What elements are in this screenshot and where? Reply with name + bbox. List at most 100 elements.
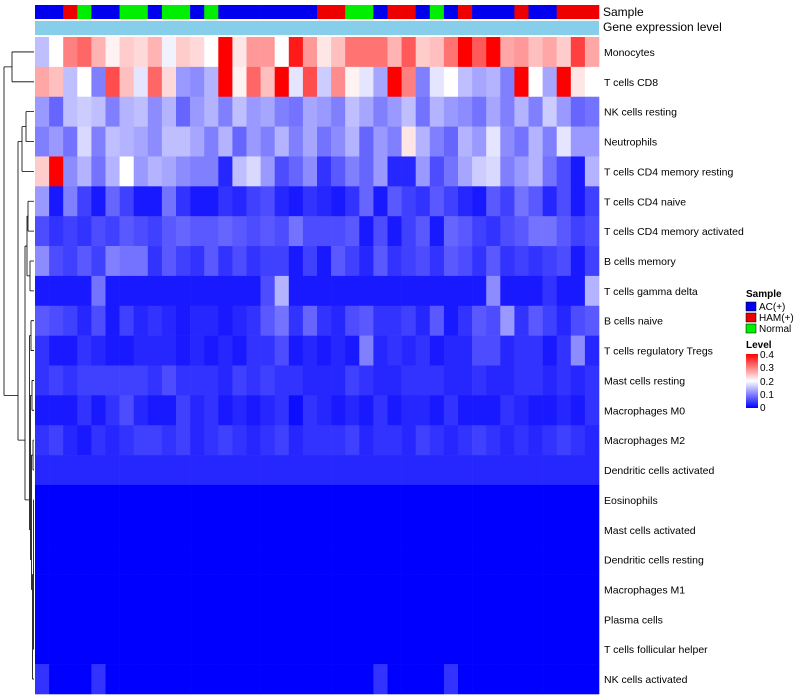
heatmap-cell — [176, 246, 191, 277]
heatmap-cell — [302, 365, 318, 396]
heatmap-cell — [415, 305, 431, 336]
heatmap-cell — [401, 634, 416, 665]
heatmap-cell — [500, 37, 515, 68]
heatmap-cell — [35, 186, 50, 217]
heatmap-cell — [486, 455, 501, 486]
heatmap-cell — [49, 37, 64, 68]
heatmap-cell — [190, 335, 205, 366]
heatmap-cell — [542, 96, 557, 127]
heatmap-cell — [302, 126, 318, 157]
heatmap-cell — [584, 126, 600, 157]
heatmap-cell — [302, 37, 318, 68]
heatmap-cell — [500, 425, 515, 456]
heatmap-cell — [486, 186, 501, 217]
heatmap-cell — [317, 156, 332, 187]
heatmap-cell — [401, 664, 416, 695]
heatmap-cell — [472, 514, 487, 545]
heatmap-cell — [458, 126, 473, 157]
heatmap-cell — [91, 514, 106, 545]
heatmap-cell — [556, 216, 572, 247]
heatmap-cell — [472, 425, 487, 456]
heatmap-cell — [302, 634, 318, 665]
heatmap-cell — [49, 544, 64, 575]
heatmap-cell — [570, 335, 586, 366]
heatmap-cell — [443, 365, 459, 396]
heatmap-cell — [556, 335, 572, 366]
heatmap-cell — [458, 604, 473, 635]
heatmap-cell — [161, 156, 177, 187]
heatmap-cell — [387, 395, 402, 426]
heatmap-cell — [302, 395, 318, 426]
heatmap-cell — [49, 275, 64, 307]
heatmap-cell — [77, 96, 92, 127]
heatmap-cell — [105, 544, 120, 575]
heatmap-cell — [359, 664, 374, 695]
heatmap-cell — [443, 574, 459, 605]
heatmap-cell — [401, 96, 416, 127]
heatmap-cell — [429, 186, 445, 217]
heatmap-cell — [91, 156, 106, 187]
heatmap-cell — [274, 126, 290, 157]
heatmap-cell — [302, 604, 318, 635]
heatmap-cell — [472, 365, 487, 396]
heatmap-cell — [443, 395, 459, 426]
heatmap-cell — [232, 216, 247, 247]
heatmap-cell — [359, 126, 374, 157]
heatmap-cell — [570, 544, 586, 575]
heatmap-cell — [288, 216, 304, 247]
heatmap-cell — [570, 37, 586, 68]
heatmap-cell — [302, 216, 318, 247]
heatmap-cell — [302, 544, 318, 575]
heatmap-cell — [232, 425, 247, 456]
heatmap-cell — [49, 425, 64, 456]
heatmap-cell — [161, 216, 177, 247]
heatmap-cell — [514, 365, 529, 396]
heatmap-cell — [556, 126, 572, 157]
heatmap-cell — [331, 216, 346, 247]
heatmap-cell — [317, 455, 332, 486]
heatmap-cell — [260, 664, 275, 695]
dendrogram-branch — [31, 380, 34, 411]
heatmap-cell — [472, 156, 487, 187]
heatmap-cell — [500, 216, 515, 247]
row-dendrogram — [3, 51, 34, 680]
heatmap-cell — [302, 664, 318, 695]
heatmap-cell — [133, 96, 149, 127]
heatmap-cell — [458, 395, 473, 426]
heatmap-cell — [133, 634, 149, 665]
heatmap-cell — [119, 216, 134, 247]
heatmap-cell — [91, 425, 106, 456]
heatmap-cell — [387, 66, 402, 98]
heatmap-cell — [345, 66, 360, 98]
heatmap-cell — [443, 514, 459, 545]
heatmap-cell — [514, 455, 529, 486]
heatmap-cell — [119, 455, 134, 486]
heatmap-cell — [63, 246, 78, 277]
heatmap-cell — [147, 335, 163, 366]
sample-cell — [176, 5, 191, 19]
heatmap-cell — [77, 365, 92, 396]
heatmap-cell — [359, 365, 374, 396]
sample-cell — [387, 5, 402, 19]
heatmap-cell — [35, 365, 50, 396]
heatmap-cell — [260, 514, 275, 545]
heatmap-cell — [486, 365, 501, 396]
heatmap-cell — [317, 37, 332, 68]
heatmap-cell — [500, 574, 515, 605]
heatmap-cell — [133, 365, 149, 396]
heatmap-cell — [218, 37, 233, 68]
row-label: Dendritic cells activated — [604, 465, 714, 477]
heatmap-cell — [204, 305, 219, 336]
heatmap-cell — [218, 335, 233, 366]
heatmap-cell — [387, 156, 402, 187]
heatmap-cell — [63, 664, 78, 695]
heatmap-cell — [260, 216, 275, 247]
heatmap-cell — [35, 216, 50, 247]
heatmap-cell — [528, 246, 543, 277]
sample-cell — [500, 5, 515, 19]
heatmap-cell — [528, 634, 543, 665]
heatmap-cell — [49, 335, 64, 366]
heatmap-cell — [105, 514, 120, 545]
heatmap-cell — [49, 634, 64, 665]
